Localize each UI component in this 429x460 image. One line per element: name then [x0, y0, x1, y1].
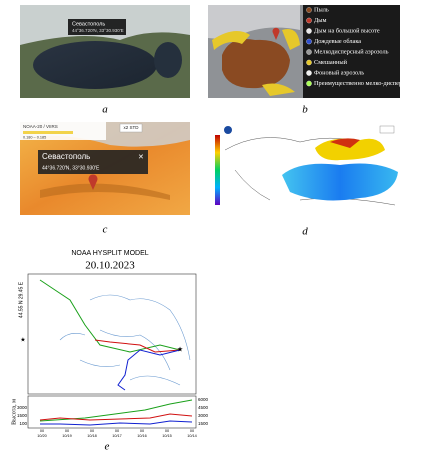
source-star: ★: [177, 346, 183, 354]
x-tick-date: 10/18: [87, 434, 97, 438]
popup-coords: 44°36.720'N, 33°30.930'E: [42, 165, 100, 171]
right-tick: 3000: [198, 413, 209, 418]
legend-items: Пыль Дым Дым на большой высоте Дождевые обл…: [306, 6, 417, 87]
legend-text: Пыль: [314, 6, 329, 13]
x-tick-hour: 00: [190, 429, 194, 433]
date: 20.10.2023: [85, 260, 135, 272]
popup: [38, 150, 148, 174]
right-tick: 1500: [198, 421, 209, 426]
range: 0.180 – 0.185: [23, 136, 46, 140]
altitude-frame: [27, 395, 197, 429]
x-tick-hour: 00: [165, 429, 169, 433]
pin: [272, 27, 280, 40]
x-tick-hour: 00: [140, 429, 144, 433]
close-icon: ✕: [138, 154, 144, 161]
color-scale: [215, 135, 220, 205]
popup-city: Севастополь: [42, 152, 90, 161]
altitude-blue: [40, 420, 193, 426]
map-frame: [27, 273, 197, 395]
x-tick-date: 10/15: [162, 434, 172, 438]
right-tick: 6000: [198, 397, 209, 402]
y-axis-label: Высота, м: [11, 399, 17, 425]
left-tick: 3000: [17, 405, 28, 410]
legend-text: Преимущественно мелко-дисперсный: [314, 80, 417, 87]
sea-aerosol: [282, 163, 398, 201]
sea: [33, 41, 157, 89]
aerosol-high: [315, 138, 385, 161]
panel-label: a: [102, 104, 108, 116]
trajectory-red: [94, 339, 181, 353]
left-tick: 100: [19, 421, 27, 426]
sea-east: [154, 42, 182, 78]
x-tick-hour: 00: [65, 429, 69, 433]
x-tick-date: 10/19: [62, 434, 72, 438]
left-tick: 1500: [17, 413, 28, 418]
dust: [222, 39, 290, 89]
legend-text: Смешанный: [314, 59, 348, 66]
x-tick-date: 10/17: [112, 434, 122, 438]
panel-label: b: [302, 104, 308, 116]
legend-dot: [306, 70, 312, 76]
panel-label: d: [302, 226, 308, 238]
x-tick-hour: 00: [40, 429, 44, 433]
legend-dot: [306, 17, 312, 24]
source: NOAA-20 / VIIRS: [23, 124, 58, 129]
badge-text: x2 STD: [123, 125, 139, 130]
trajectory-blue: [117, 349, 181, 391]
popup-coords: 44°36.720'N, 33°30.930'E: [72, 28, 124, 33]
panel-c: NOAA-20 / VIIRS 0.180 – 0.185 x2 STD Сев…: [20, 122, 190, 236]
panel-d: d: [208, 122, 400, 238]
legend-text: Дым на большой высоте: [314, 27, 380, 34]
x-tick-date: 10/14: [187, 434, 197, 438]
coast: [40, 183, 170, 200]
legend-text: Мелкодисперсный аэрозоль: [314, 48, 389, 55]
legend-dot: [306, 80, 312, 87]
logo: [224, 126, 232, 134]
pin: [88, 174, 98, 190]
title: NOAA HYSPLIT MODEL: [71, 250, 148, 257]
source-star: ★: [20, 336, 25, 343]
altitude-green: [39, 399, 193, 422]
panel-e: NOAA HYSPLIT MODEL 20.10.2023 ★ ★ 44.55 …: [11, 250, 208, 453]
logo: [379, 125, 395, 134]
coastlines: [59, 294, 191, 386]
altitude-red: [39, 413, 193, 421]
legend-text: Дождевые облака: [314, 38, 361, 45]
x-tick-hour: 00: [115, 429, 119, 433]
legend-dot: [306, 28, 312, 34]
badge: [119, 123, 143, 133]
popup-city: Севастополь: [72, 21, 105, 27]
color-bar: [23, 131, 73, 134]
panel-label: c: [103, 224, 108, 236]
popup: [68, 19, 126, 35]
altitude-ticks: 3000150010060004500300015000010/200010/1…: [17, 397, 209, 438]
mixed: [212, 29, 300, 96]
clouds: [208, 5, 300, 40]
legend-dot: [306, 7, 312, 13]
legend-text: Дым: [314, 17, 327, 24]
panel-a: Севастополь 44°36.720'N, 33°30.930'E a: [20, 5, 190, 116]
aerosol-peak: [330, 138, 360, 148]
panel-b: Пыль Дым Дым на большой высоте Дождевые обл…: [208, 5, 417, 116]
right-tick: 4500: [198, 405, 209, 410]
legend-text: Фоновый аэрозоль: [314, 69, 364, 76]
panel-label: e: [105, 441, 110, 453]
legend-dot: [306, 49, 312, 55]
legend-dot: [306, 38, 312, 45]
x-tick-date: 10/16: [137, 434, 147, 438]
source-label: 44.55 N 29.45 E: [18, 281, 24, 318]
x-tick-hour: 00: [90, 429, 94, 433]
trajectory-green: [39, 279, 181, 353]
x-tick-date: 10/20: [37, 434, 47, 438]
legend: [303, 5, 400, 98]
legend-dot: [306, 59, 312, 66]
